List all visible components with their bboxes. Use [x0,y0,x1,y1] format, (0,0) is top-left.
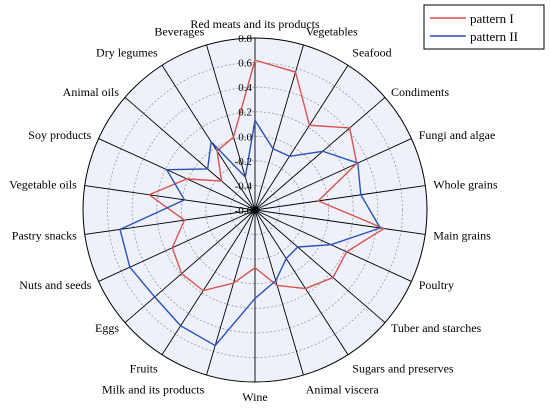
category-label: Red meats and its products [190,17,320,31]
category-label: Soy products [28,128,91,142]
spoke [161,65,256,211]
spoke [254,209,386,323]
category-label: Wine [242,390,268,404]
category-label: Pastry snacks [12,229,77,243]
r-tick-label: 0.8 [238,33,252,45]
spoke [161,209,256,355]
category-label: Sugars and preserves [352,361,454,375]
legend: pattern I pattern II [423,4,545,50]
category-label: Whole grains [433,177,498,191]
category-label: Vegetable oils [9,177,77,191]
grid-ring [180,135,330,285]
spoke [206,209,256,376]
grid-ring [230,185,280,235]
r-tick-label: 0.4 [238,82,252,94]
category-label: Fruits [130,361,158,375]
r-tick-label: -0.2 [235,156,252,168]
r-tick-label: 0.2 [238,107,252,119]
spoke [254,97,386,211]
category-label: Nuts and seeds [19,278,91,292]
grid-ring [156,111,354,309]
spoke [98,138,256,211]
spoke [254,138,412,211]
series-line-pattern-i [148,59,385,292]
spoke [124,97,256,211]
category-label: Tuber and starches [391,321,482,335]
radial-tick-labels: -0.6 -0.4 -0.2 0.0 0.2 0.4 0.6 0.8 [235,33,253,217]
category-label: Beverages [154,24,204,38]
spoke [254,209,349,355]
category-label: Main grains [433,229,491,243]
spoke [98,209,256,282]
center-point [251,206,259,214]
r-tick-label: -0.6 [235,205,253,217]
spoke [84,209,256,235]
category-label: Milk and its products [102,383,205,397]
grid-ring [107,62,403,358]
category-label: Fungi and algae [419,128,496,142]
r-tick-label: -0.4 [235,180,253,192]
spoke [206,44,256,211]
category-label: Vegetables [306,24,358,38]
radar-series [119,59,385,347]
category-label: Condiments [391,85,449,99]
legend-label-pattern-ii: pattern II [470,29,518,44]
legend-label-pattern-i: pattern I [470,11,514,26]
spoke [124,209,256,323]
spoke [84,185,256,211]
r-tick-label: 0.0 [238,131,252,143]
category-label: Dry legumes [96,46,158,60]
spoke [254,185,426,211]
legend-box [423,4,545,50]
category-label: Animal viscera [306,383,380,397]
spoke [254,209,426,235]
spoke [254,65,349,211]
series-line-pattern-ii [119,119,381,347]
category-label: Poultry [419,278,454,292]
spoke [254,209,412,282]
r-tick-label: 0.6 [238,58,252,70]
spoke [254,209,304,376]
category-label: Eggs [95,321,119,335]
category-label: Animal oils [63,85,120,99]
category-label: Seafood [352,46,391,60]
